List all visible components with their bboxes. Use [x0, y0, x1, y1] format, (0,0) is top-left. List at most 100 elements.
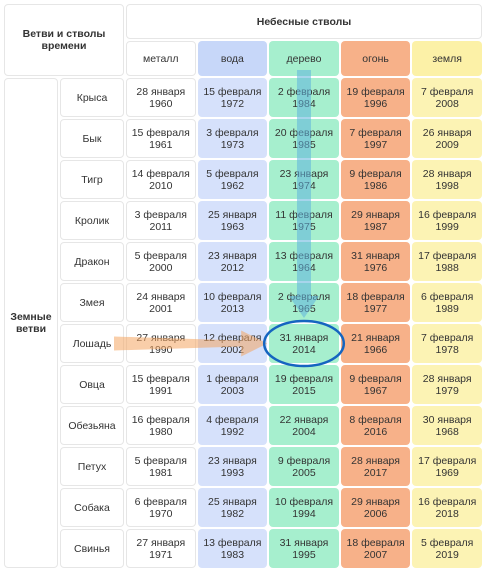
- branch-label: Бык: [60, 119, 124, 158]
- date-cell-line: 18 февраля: [346, 536, 405, 549]
- date-cell-line: 1974: [292, 179, 316, 192]
- date-cell-line: 9 февраля: [349, 372, 402, 385]
- date-cell-earth: 5 февраля 2019: [412, 529, 482, 568]
- date-cell-line: 2 февраля: [277, 85, 331, 98]
- date-cell-line: 31 января: [279, 536, 329, 549]
- branch-label: Собака: [60, 488, 124, 527]
- date-cell-wood: 11 февраля 1975: [269, 201, 339, 240]
- date-cell-metal: 27 января 1971: [126, 529, 196, 568]
- date-cell-line: 1 февраля: [206, 372, 259, 385]
- date-cell-fire: 29 января 1987: [340, 201, 411, 240]
- date-cell-line: 27 января: [136, 536, 186, 549]
- date-cell-line: 1984: [292, 97, 316, 110]
- date-cell-line: 28 января: [136, 85, 186, 98]
- date-cell-fire: 7 февраля 1997: [340, 119, 411, 158]
- date-cell-line: 1986: [363, 179, 388, 192]
- date-cell-line: 9 февраля: [349, 167, 402, 180]
- branch-label: Тигр: [60, 160, 124, 199]
- date-cell-metal: 6 февраля 1970: [126, 488, 196, 527]
- date-cell-line: 5 февраля: [134, 249, 187, 262]
- table-row: Змея 24 января 2001 10 февраля 2013 2 февраля…: [4, 283, 482, 322]
- date-cell-line: 16 февраля: [418, 208, 477, 221]
- date-cell-water: 13 февраля 1983: [197, 529, 268, 568]
- date-cell-earth: 16 февраля 1999: [412, 201, 482, 240]
- date-cell-earth: 6 февраля 1989: [412, 283, 482, 322]
- date-cell-line: 1969: [435, 466, 459, 479]
- table-row: Петух 5 февраля 1981 23 января 1993 9 февраля…: [4, 447, 482, 486]
- date-cell-fire: 19 февраля 1996: [340, 78, 411, 117]
- date-cell-wood: 20 февраля 1985: [269, 119, 339, 158]
- date-cell-line: 1975: [292, 220, 316, 233]
- date-cell-line: 28 января: [422, 372, 472, 385]
- date-cell-line: 6 февраля: [134, 495, 187, 508]
- date-cell-earth: 7 февраля 2008: [412, 78, 482, 117]
- date-cell-line: 19 февраля: [346, 85, 405, 98]
- date-cell-fire: 18 февраля 2007: [340, 529, 411, 568]
- date-cell-line: 1968: [435, 425, 459, 438]
- date-cell-line: 2006: [363, 507, 388, 520]
- corner-label: Ветви и стволы времени: [4, 4, 124, 76]
- date-cell-line: 1964: [292, 261, 316, 274]
- table-row: Земные ветви Крыса 28 января 1960 15 февраля 1…: [4, 78, 482, 568]
- branches-title-line: ветви: [15, 323, 47, 335]
- header-row-title: Ветви и стволы времени Небесные стволы: [4, 4, 482, 76]
- branch-label: Кролик: [60, 201, 124, 240]
- date-cell-line: 1980: [149, 425, 173, 438]
- date-cell-line: 13 февраля: [274, 249, 334, 262]
- date-cell-metal: 16 февраля 1980: [126, 406, 196, 445]
- date-cell-line: 8 февраля: [349, 413, 402, 426]
- date-cell-line: 2000: [149, 261, 173, 274]
- date-cell-line: 1982: [220, 507, 245, 520]
- table-row: Тигр 14 февраля 2010 5 февраля 1962 23 января…: [4, 160, 482, 199]
- date-cell-water: 12 февраля 2002: [197, 324, 268, 363]
- date-cell-water: 23 января 1993: [197, 447, 268, 486]
- date-cell-line: 1966: [363, 343, 388, 356]
- date-cell-line: 5 февраля: [206, 167, 259, 180]
- stem-header-metal: металл: [126, 41, 196, 76]
- date-cell-water: 10 февраля 2013: [197, 283, 268, 322]
- date-cell-line: 2001: [149, 302, 173, 315]
- date-cell-line: 29 января: [351, 208, 400, 221]
- date-cell-line: 2004: [292, 425, 316, 438]
- date-cell-line: 1987: [363, 220, 388, 233]
- date-cell-line: 21 января: [351, 331, 400, 344]
- date-cell-line: 1970: [149, 507, 173, 520]
- branch-label: Свинья: [60, 529, 124, 568]
- date-cell-line: 1978: [435, 343, 459, 356]
- date-cell-metal: 15 февраля 1991: [126, 365, 196, 404]
- corner-label-line: времени: [41, 40, 87, 52]
- date-cell-line: 2012: [220, 261, 245, 274]
- table-row: Дракон 5 февраля 2000 23 января 2012 13 февра…: [4, 242, 482, 281]
- date-cell-line: 18 февраля: [346, 290, 405, 303]
- earthly-branches-title: Земные ветви: [4, 78, 58, 568]
- table-row: Собака 6 февраля 1970 25 января 1982 10 февра…: [4, 488, 482, 527]
- date-cell-line: 10 февраля: [203, 290, 262, 303]
- date-cell-line: 2019: [435, 548, 459, 561]
- date-cell-line: 11 февраля: [275, 208, 333, 221]
- date-cell-line: 1963: [220, 220, 245, 233]
- date-cell-line: 1983: [220, 548, 245, 561]
- date-cell-line: 2016: [363, 425, 388, 438]
- date-cell-line: 1972: [220, 97, 245, 110]
- date-cell-line: 30 января: [422, 413, 472, 426]
- date-cell-line: 1961: [149, 138, 173, 151]
- date-cell-wood: 2 февраля 1984: [269, 78, 339, 117]
- stem-header-fire: огонь: [340, 41, 411, 76]
- date-cell-earth: 26 января 2009: [412, 119, 482, 158]
- date-cell-line: 2 февраля: [277, 290, 331, 303]
- date-cell-line: 2013: [220, 302, 245, 315]
- table-row: Обезьяна 16 февраля 1980 4 февраля 1992 22 ян…: [4, 406, 482, 445]
- table-row: Свинья 27 января 1971 13 февраля 1983 31 янва…: [4, 529, 482, 568]
- date-cell-line: 23 января: [207, 249, 257, 262]
- date-cell-line: 15 февраля: [131, 372, 190, 385]
- date-cell-line: 1985: [292, 138, 316, 151]
- date-cell-line: 23 января: [207, 454, 257, 467]
- date-cell-line: 1988: [435, 261, 459, 274]
- calendar-figure: Ветви и стволы времени Небесные стволы мета…: [4, 4, 482, 568]
- date-cell-metal: 3 февраля 2011: [126, 201, 196, 240]
- table-row: Бык 15 февраля 1961 3 февраля 1973 20 февраля…: [4, 119, 482, 158]
- date-cell-fire: 29 января 2006: [340, 488, 411, 527]
- date-cell-line: 1989: [435, 302, 459, 315]
- date-cell-earth: 28 января 1998: [412, 160, 482, 199]
- heavenly-stems-title: Небесные стволы: [126, 4, 482, 39]
